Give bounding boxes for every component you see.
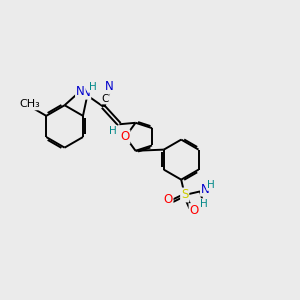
- Text: S: S: [181, 188, 188, 202]
- Text: H: H: [88, 82, 96, 92]
- Text: O: O: [163, 194, 172, 206]
- Text: H: H: [109, 126, 117, 136]
- Text: H: H: [200, 199, 207, 209]
- Text: H: H: [207, 180, 215, 190]
- Text: N: N: [76, 85, 85, 98]
- Text: N: N: [105, 80, 114, 93]
- Text: C: C: [101, 94, 109, 103]
- Text: N: N: [201, 183, 210, 196]
- Text: N: N: [82, 86, 90, 99]
- Text: CH₃: CH₃: [20, 99, 40, 110]
- Text: O: O: [120, 130, 129, 143]
- Text: O: O: [190, 204, 199, 217]
